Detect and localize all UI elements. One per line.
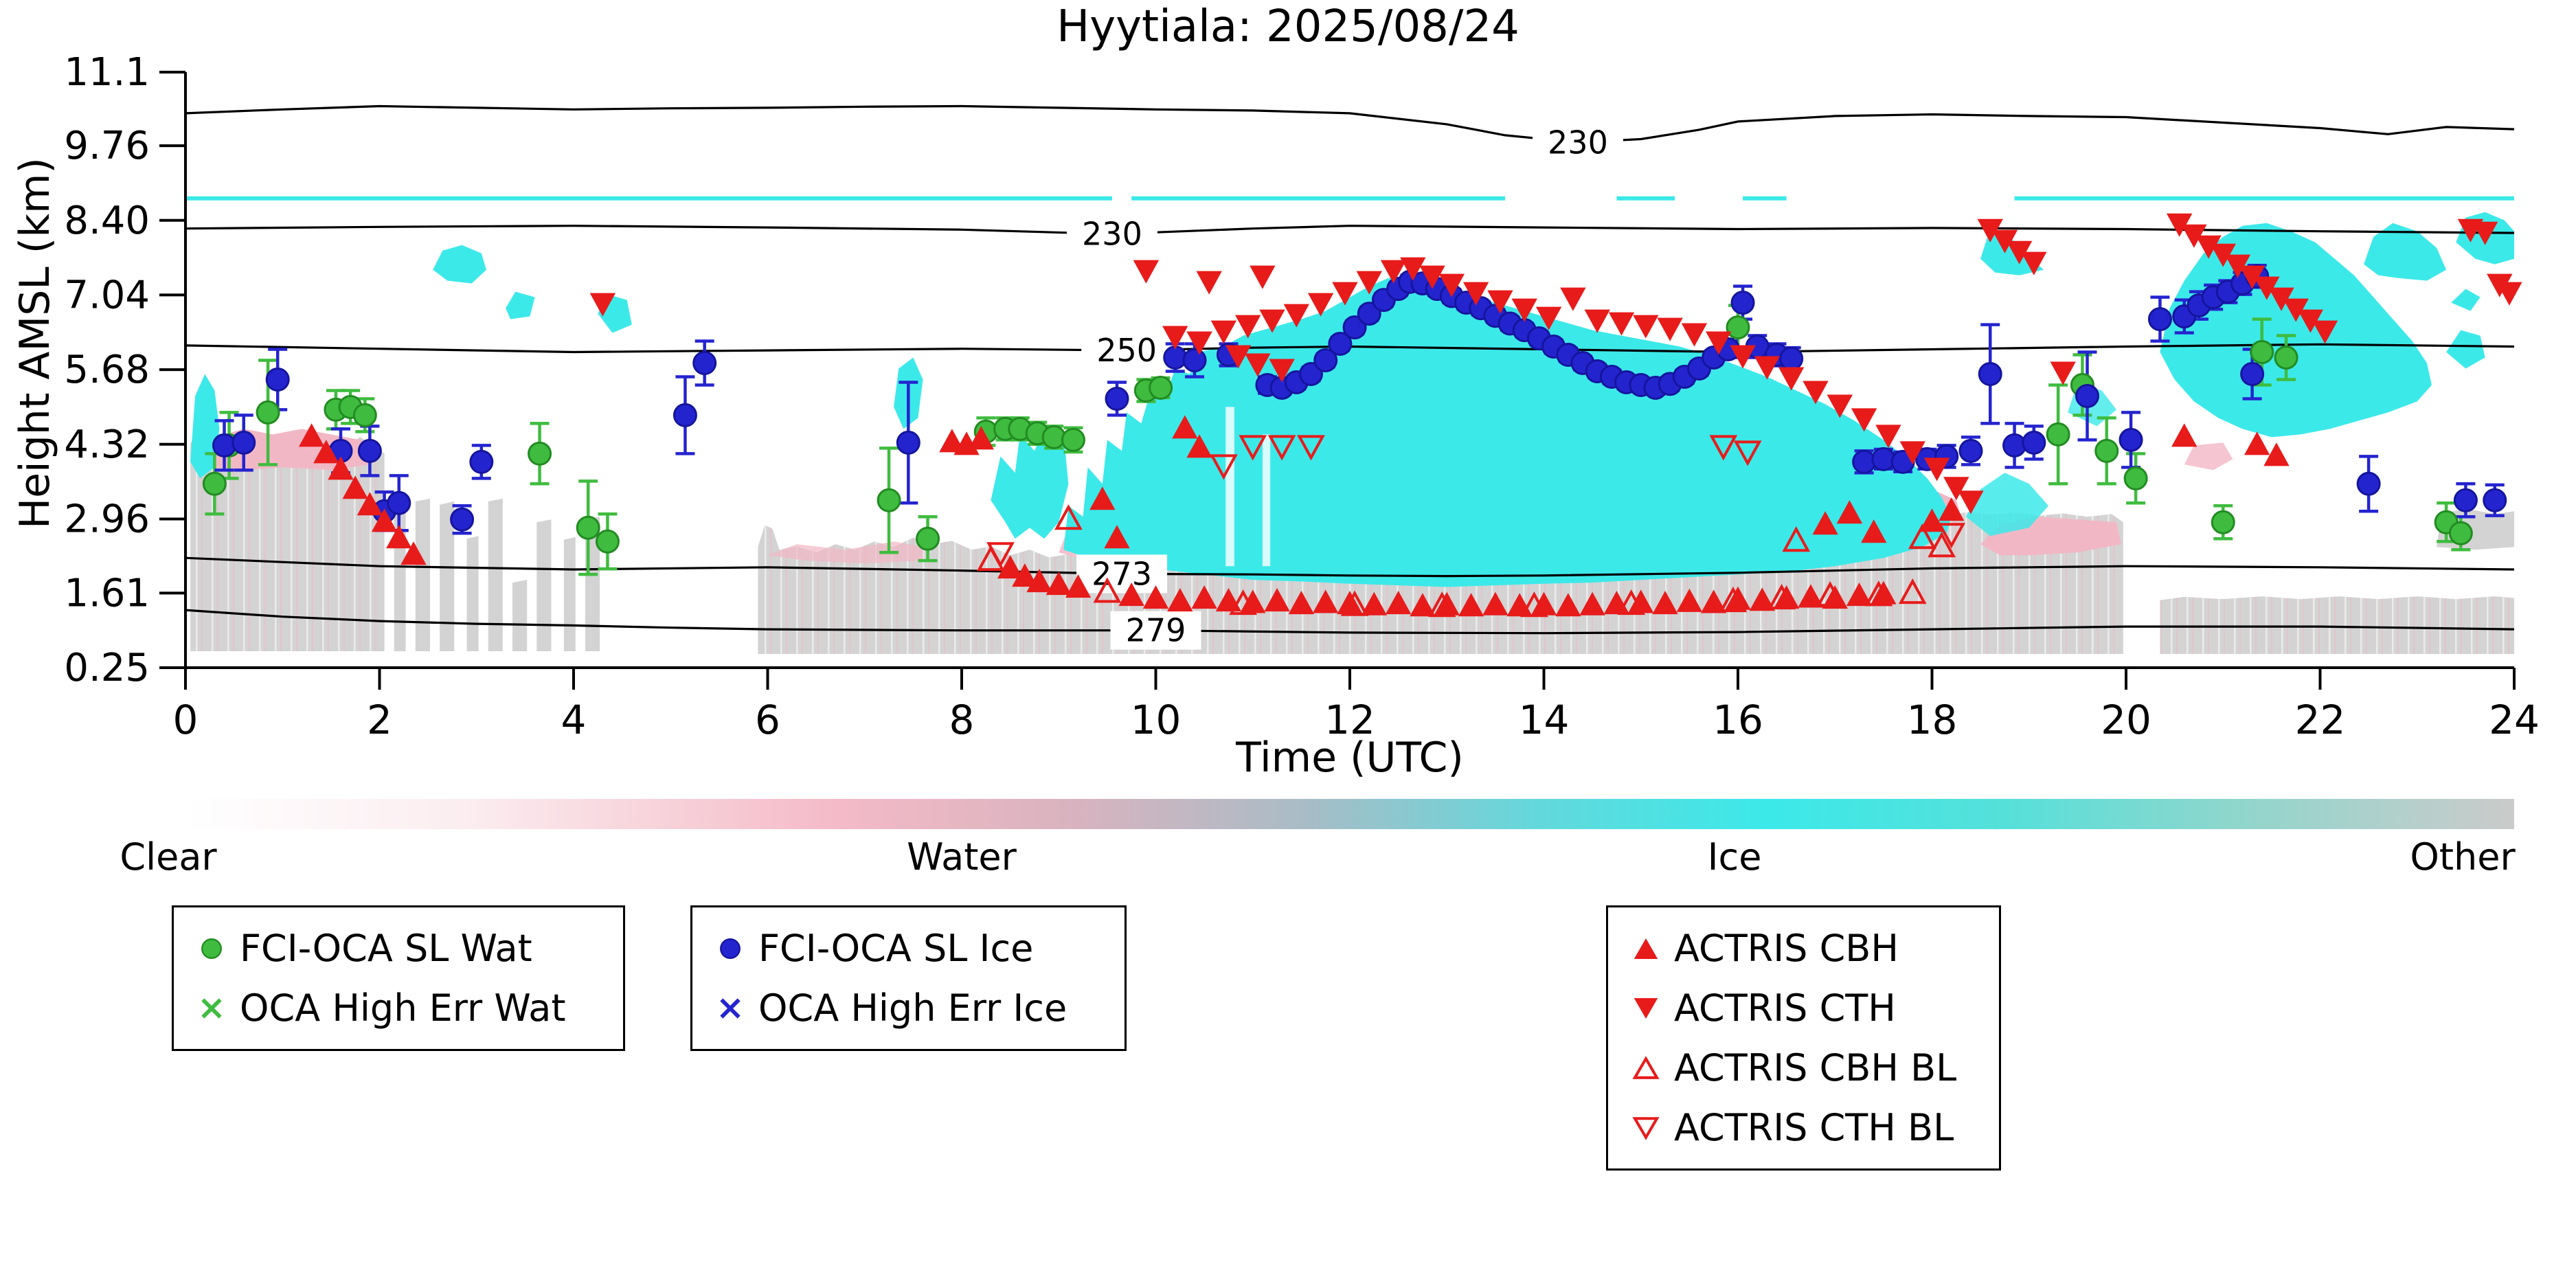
svg-text:12: 12 — [1324, 697, 1375, 743]
svg-text:14: 14 — [1519, 697, 1570, 743]
legend-item-fci-oca-sl-ice: FCI-OCA SL Ice — [699, 918, 1118, 978]
svg-text:0.25: 0.25 — [64, 646, 150, 690]
svg-text:18: 18 — [1907, 697, 1958, 743]
legend-item-actris-cth-bl: ACTRIS CTH BL — [1615, 1098, 1992, 1157]
svg-text:279: 279 — [1126, 612, 1186, 649]
svg-text:10: 10 — [1131, 697, 1182, 743]
svg-text:11.1: 11.1 — [64, 50, 150, 95]
x-axis-label: Time (UTC) — [1236, 734, 1464, 782]
colorbar-label-other: Other — [2410, 835, 2516, 879]
blue-x-marker-icon — [720, 997, 741, 1019]
legend-label: FCI-OCA SL Wat — [240, 927, 532, 970]
green-x-marker-icon — [201, 997, 222, 1019]
legend-label: FCI-OCA SL Ice — [758, 927, 1034, 970]
svg-text:5.68: 5.68 — [64, 348, 150, 392]
svg-text:1.61: 1.61 — [64, 571, 150, 615]
legend-actris-products: ACTRIS CBH ACTRIS CTH ACTRIS CBH BL ACTR… — [1606, 905, 2001, 1171]
svg-text:0: 0 — [173, 697, 199, 743]
legend-item-actris-cbh-bl: ACTRIS CBH BL — [1615, 1038, 1992, 1098]
legend-item-oca-high-err-wat: OCA High Err Wat — [181, 978, 616, 1038]
blue-circle-marker-icon — [720, 938, 741, 959]
legend-item-oca-high-err-ice: OCA High Err Ice — [699, 978, 1118, 1038]
svg-text:8.40: 8.40 — [64, 199, 150, 243]
svg-text:16: 16 — [1713, 697, 1763, 743]
red-open-triangle-up-marker-icon — [1632, 1055, 1660, 1079]
chart-title: Hyytiala: 2025/08/24 — [1057, 1, 1519, 52]
svg-text:22: 22 — [2295, 697, 2346, 743]
colorbar-label-clear: Clear — [120, 835, 217, 879]
plot-canvas: 230 230 250 273 279 11.1 9.76 8.40 7.04 5.68 4.32 2… — [64, 50, 2540, 743]
svg-text:24: 24 — [2489, 697, 2540, 743]
y-axis-label: Height AMSL (km) — [11, 157, 59, 530]
legend-label: ACTRIS CTH BL — [1674, 1106, 1954, 1149]
svg-text:8: 8 — [949, 697, 975, 743]
legend-item-fci-oca-sl-wat: FCI-OCA SL Wat — [181, 918, 616, 978]
svg-text:250: 250 — [1096, 332, 1157, 369]
classification-colorbar — [185, 799, 2514, 829]
legend-label: ACTRIS CBH BL — [1674, 1046, 1957, 1089]
svg-text:9.76: 9.76 — [64, 124, 150, 168]
svg-text:2: 2 — [367, 697, 392, 743]
legend-label: OCA High Err Wat — [240, 986, 566, 1030]
legend-item-actris-cbh: ACTRIS CBH — [1615, 918, 1992, 978]
red-open-triangle-down-marker-icon — [1632, 1116, 1660, 1140]
colorbar-label-water: Water — [907, 835, 1017, 879]
red-triangle-up-marker-icon — [1634, 938, 1658, 959]
legend-label: ACTRIS CBH — [1674, 927, 1899, 970]
colorbar-label-ice: Ice — [1707, 835, 1762, 879]
svg-text:6: 6 — [755, 697, 780, 743]
svg-text:4: 4 — [561, 697, 587, 743]
legend-ice-products: FCI-OCA SL Ice OCA High Err Ice — [690, 905, 1127, 1051]
green-circle-marker-icon — [201, 938, 222, 959]
legend-water-products: FCI-OCA SL Wat OCA High Err Wat — [172, 905, 625, 1051]
svg-text:2.96: 2.96 — [64, 497, 150, 541]
svg-text:20: 20 — [2101, 697, 2151, 743]
red-triangle-down-marker-icon — [1634, 997, 1658, 1019]
svg-text:7.04: 7.04 — [64, 273, 150, 317]
svg-text:230: 230 — [1082, 216, 1142, 253]
svg-text:4.32: 4.32 — [64, 422, 150, 467]
svg-text:230: 230 — [1548, 124, 1608, 161]
legend-item-actris-cth: ACTRIS CTH — [1615, 978, 1992, 1038]
legend-label: ACTRIS CTH — [1674, 986, 1896, 1030]
svg-text:273: 273 — [1092, 555, 1152, 592]
legend-label: OCA High Err Ice — [758, 986, 1067, 1030]
